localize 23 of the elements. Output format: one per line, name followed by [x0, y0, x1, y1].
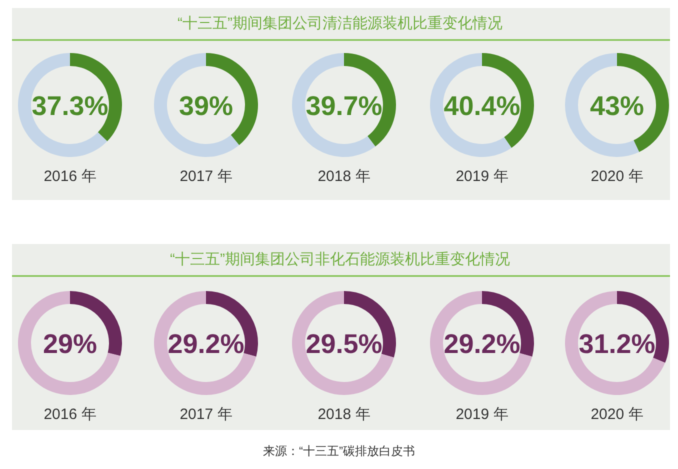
text: 29.2% — [168, 329, 244, 359]
text: 29.2% — [444, 329, 520, 359]
text: 2020 年 — [590, 168, 644, 185]
text: 2019 年 — [456, 168, 508, 185]
source-note: 来源：“十三五”碳排放白皮书 — [263, 444, 415, 458]
text: 2017 年 — [180, 168, 232, 185]
text: 39.7% — [306, 91, 382, 121]
text: 43% — [590, 91, 644, 121]
text: 2018 年 — [318, 168, 370, 185]
text: 2019 年 — [456, 406, 508, 423]
text: 31.2% — [578, 329, 656, 359]
text: 39% — [178, 91, 234, 121]
text: 2016 年 — [44, 406, 96, 423]
text: 2020 年 — [590, 406, 644, 423]
text: 29.5% — [306, 329, 382, 359]
text: 29% — [42, 329, 98, 359]
text: 2016 年 — [44, 168, 96, 185]
text: 37.3% — [32, 91, 108, 121]
text: “十三五”期间集团公司清洁能源装机比重变化情况 — [178, 15, 502, 32]
text: 2018 年 — [318, 406, 370, 423]
text: 2017 年 — [180, 406, 232, 423]
text: “十三五”期间集团公司非化石能源装机比重变化情况 — [170, 251, 510, 268]
text: 40.4% — [444, 91, 520, 121]
